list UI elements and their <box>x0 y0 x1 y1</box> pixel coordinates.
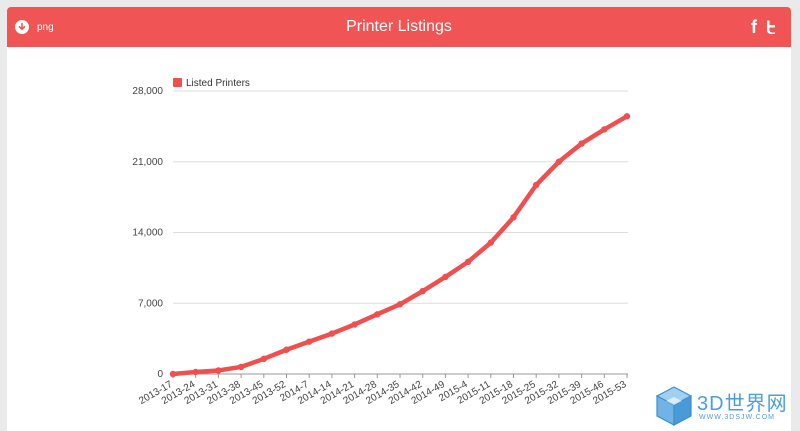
data-point <box>260 355 267 363</box>
download-format-label: png <box>37 21 54 33</box>
y-tick-label: 0 <box>157 369 163 380</box>
axes: 07,00014,00021,00028,0002013-172013-2420… <box>132 86 628 407</box>
y-tick-label: 28,000 <box>132 86 163 97</box>
series-listed-printers <box>169 113 631 378</box>
chart-header: Printer Listings png f <box>7 7 791 47</box>
data-point <box>510 214 517 221</box>
data-point <box>601 126 608 133</box>
data-point <box>237 363 245 371</box>
watermark: 3D世界网 WWW.3DSJW.COM <box>655 385 791 431</box>
data-point <box>442 273 449 281</box>
legend: Listed Printers <box>173 78 250 89</box>
watermark-text: 3D世界网 <box>697 393 788 415</box>
data-point <box>396 301 404 308</box>
gridlines <box>173 90 628 375</box>
legend-label-listed-printers: Listed Printers <box>186 78 250 89</box>
y-tick-label: 7,000 <box>138 298 163 309</box>
facebook-icon[interactable]: f <box>751 17 757 37</box>
twitter-icon[interactable] <box>765 19 781 35</box>
legend-swatch <box>173 78 182 87</box>
data-point <box>464 258 472 266</box>
cube-logo-icon <box>655 386 693 426</box>
data-point <box>169 370 177 378</box>
y-tick-label: 21,000 <box>132 157 163 168</box>
data-point <box>192 368 199 376</box>
data-point <box>419 287 426 295</box>
chart-title: Printer Listings <box>346 18 452 35</box>
chart-card: Printer Listings png f 0 7,000 14,000 21,00… <box>7 7 791 431</box>
data-point <box>487 239 494 246</box>
download-png-button[interactable]: png <box>15 18 54 36</box>
data-point <box>328 330 336 337</box>
data-point <box>374 311 381 318</box>
download-icon <box>15 20 29 34</box>
data-point <box>306 338 313 345</box>
line-chart: 07,00014,00021,00028,0002013-172013-2420… <box>132 78 631 407</box>
data-point <box>351 321 358 328</box>
data-point <box>555 158 563 165</box>
data-point <box>283 346 290 353</box>
data-point <box>533 181 540 189</box>
data-point <box>215 367 222 374</box>
data-point <box>623 113 631 120</box>
data-point <box>578 140 585 147</box>
y-tick-label: 14,000 <box>132 228 163 239</box>
watermark-url: WWW.3DSJW.COM <box>699 414 775 421</box>
series-line <box>170 114 630 377</box>
